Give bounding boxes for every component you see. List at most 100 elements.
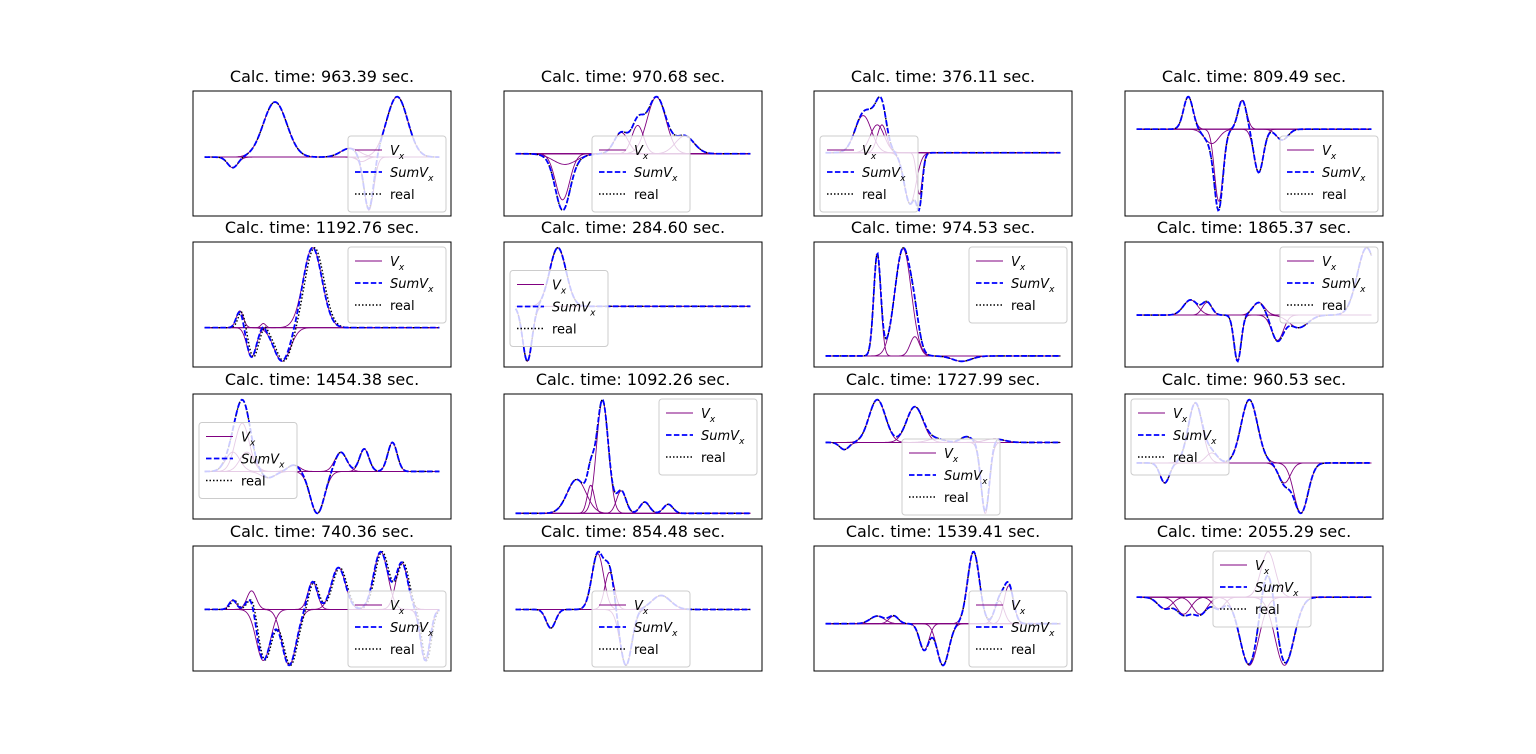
- legend-entry-real: real: [1220, 603, 1280, 618]
- plot-area: [204, 246, 440, 362]
- legend-label: SumVx: [1322, 277, 1366, 295]
- subplot-title: Calc. time: 963.39 sec.: [230, 67, 414, 86]
- legend-entry-vx: Vx: [827, 144, 877, 162]
- legend-label: Vx: [862, 144, 877, 162]
- legend: Vx SumVx real: [968, 246, 1068, 324]
- legend-label: real: [1255, 603, 1280, 618]
- component-curve: [1136, 96, 1372, 130]
- legend-box: [968, 590, 1068, 668]
- legend-entry-vx: Vx: [1138, 407, 1188, 425]
- legend-entry-sum: SumVx: [976, 621, 1055, 639]
- legend: Vx SumVx real: [347, 246, 447, 324]
- legend-entry-sum: SumVx: [909, 469, 988, 487]
- legend-box: [198, 422, 298, 499]
- legend-entry-real: real: [976, 299, 1036, 314]
- axes-frame: [1124, 393, 1384, 520]
- real-curve: [204, 550, 440, 666]
- subplot-title: Calc. time: 809.49 sec.: [1162, 67, 1346, 86]
- legend-entry-real: real: [517, 323, 577, 338]
- legend-label: SumVx: [701, 429, 745, 447]
- legend-label: Vx: [1011, 599, 1026, 617]
- component-curve: [515, 484, 751, 514]
- sum-curve: [204, 550, 440, 667]
- subplot: Calc. time: 284.60 sec. Vx SumVx real: [503, 218, 763, 368]
- legend-entry-real: real: [827, 188, 887, 203]
- real-curve: [515, 398, 751, 515]
- legend-label: SumVx: [390, 277, 434, 295]
- legend-label: SumVx: [944, 469, 988, 487]
- legend-label: real: [390, 188, 415, 203]
- axes-frame: [192, 241, 452, 368]
- legend-entry-vx: Vx: [976, 255, 1026, 273]
- component-curve: [515, 490, 751, 514]
- legend-label: real: [1322, 299, 1347, 314]
- legend-box: [509, 270, 609, 347]
- legend-entry-sum: SumVx: [355, 277, 434, 295]
- legend-box: [347, 135, 447, 213]
- legend-entry-sum: SumVx: [1220, 581, 1299, 599]
- subplot: Calc. time: 1865.37 sec. Vx SumVx real: [1124, 218, 1384, 368]
- legend-entry-sum: SumVx: [1287, 277, 1366, 295]
- axes-frame: [192, 393, 452, 520]
- subplot-title: Calc. time: 1192.76 sec.: [225, 218, 419, 237]
- legend-entry-sum: SumVx: [599, 166, 678, 184]
- legend-label: Vx: [1011, 255, 1026, 273]
- component-curve: [515, 479, 751, 514]
- legend-label: SumVx: [862, 166, 906, 184]
- real-curve: [825, 550, 1061, 667]
- subplot-title: Calc. time: 970.68 sec.: [541, 67, 725, 86]
- legend-entry-sum: SumVx: [1138, 429, 1217, 447]
- subplot-title: Calc. time: 284.60 sec.: [541, 218, 725, 237]
- legend-box: [347, 590, 447, 668]
- axes-frame: [503, 393, 763, 520]
- legend-entry-vx: Vx: [206, 431, 256, 449]
- legend-label: SumVx: [1173, 429, 1217, 447]
- legend-label: Vx: [1173, 407, 1188, 425]
- legend-label: Vx: [1322, 255, 1337, 273]
- legend-entry-vx: Vx: [355, 144, 405, 162]
- sum-curve: [204, 398, 440, 515]
- subplot-title: Calc. time: 1539.41 sec.: [846, 522, 1040, 541]
- subplot-title: Calc. time: 1865.37 sec.: [1157, 218, 1351, 237]
- legend-entry-sum: SumVx: [976, 277, 1055, 295]
- legend-entry-vx: Vx: [599, 599, 649, 617]
- legend-label: Vx: [390, 255, 405, 273]
- sum-curve: [514, 246, 751, 363]
- axes-frame: [813, 393, 1073, 520]
- legend-entry-vx: Vx: [355, 599, 405, 617]
- legend-entry-real: real: [666, 451, 726, 466]
- plot-area: [515, 398, 751, 515]
- legend-entry-vx: Vx: [355, 255, 405, 273]
- subplot: Calc. time: 974.53 sec. Vx SumVx real: [813, 218, 1073, 368]
- legend-box: [658, 398, 758, 476]
- legend-label: real: [634, 188, 659, 203]
- legend-label: SumVx: [1011, 277, 1055, 295]
- legend-box: [901, 438, 1001, 516]
- sum-curve: [515, 398, 751, 515]
- legend-label: SumVx: [634, 166, 678, 184]
- legend-label: Vx: [390, 599, 405, 617]
- axes-frame: [1124, 90, 1384, 217]
- legend-entry-real: real: [599, 643, 659, 658]
- axes-frame: [813, 545, 1073, 672]
- legend-label: SumVx: [552, 301, 596, 319]
- legend-box: [347, 246, 447, 324]
- legend-label: real: [1322, 188, 1347, 203]
- legend-label: SumVx: [634, 621, 678, 639]
- legend: Vx SumVx real: [1130, 398, 1230, 476]
- legend-entry-real: real: [976, 643, 1036, 658]
- subplot: Calc. time: 1539.41 sec. Vx SumVx real: [813, 522, 1073, 672]
- legend-entry-sum: SumVx: [1287, 166, 1366, 184]
- legend-label: Vx: [1255, 559, 1270, 577]
- legend-label: Vx: [552, 279, 567, 297]
- subplot: Calc. time: 740.36 sec. Vx SumVx real: [192, 522, 452, 672]
- legend-entry-real: real: [599, 188, 659, 203]
- legend-entry-vx: Vx: [1287, 255, 1337, 273]
- legend: Vx SumVx real: [347, 590, 447, 668]
- legend-label: Vx: [944, 447, 959, 465]
- legend-entry-vx: Vx: [666, 407, 716, 425]
- real-curve: [1136, 96, 1372, 212]
- component-curve: [515, 503, 751, 514]
- sum-curve: [1136, 95, 1372, 212]
- legend-entry-real: real: [1287, 299, 1347, 314]
